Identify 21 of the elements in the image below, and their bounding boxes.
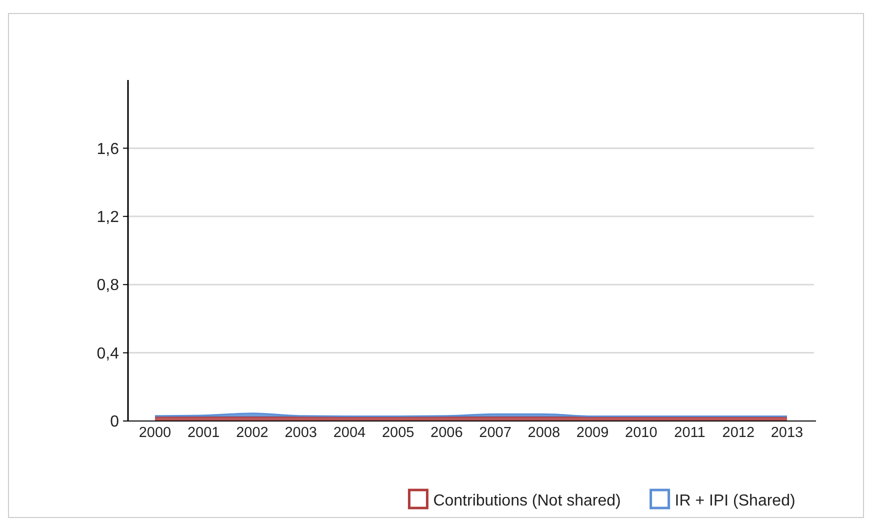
legend-label: Contributions (Not shared) xyxy=(433,492,621,510)
x-tick-label: 2010 xyxy=(625,425,658,441)
x-tick-label: 2002 xyxy=(236,425,268,441)
x-tick-label: 2009 xyxy=(576,425,609,441)
legend-label: IR + IPI (Shared) xyxy=(674,492,796,510)
x-tick-label: 2006 xyxy=(430,425,463,441)
x-tick-label: 2011 xyxy=(674,425,706,441)
y-tick-label: 0 xyxy=(110,414,120,431)
x-tick-label: 2007 xyxy=(479,425,512,441)
x-tick-label: 2004 xyxy=(333,425,366,441)
x-tick-label: 2013 xyxy=(770,425,804,441)
y-tick-label: 0,4 xyxy=(96,345,120,362)
x-tick-label: 2003 xyxy=(284,425,317,441)
x-tick-label: 2012 xyxy=(722,425,755,441)
y-tick-label: 0,8 xyxy=(96,277,120,294)
y-tick-label: 1,2 xyxy=(96,209,120,226)
y-tick-label: 1,6 xyxy=(96,140,120,158)
x-tick-label: 2000 xyxy=(138,425,172,441)
x-tick-label: 2008 xyxy=(528,425,560,441)
x-tick-label: 2005 xyxy=(382,425,414,441)
x-tick-label: 2001 xyxy=(187,425,220,441)
